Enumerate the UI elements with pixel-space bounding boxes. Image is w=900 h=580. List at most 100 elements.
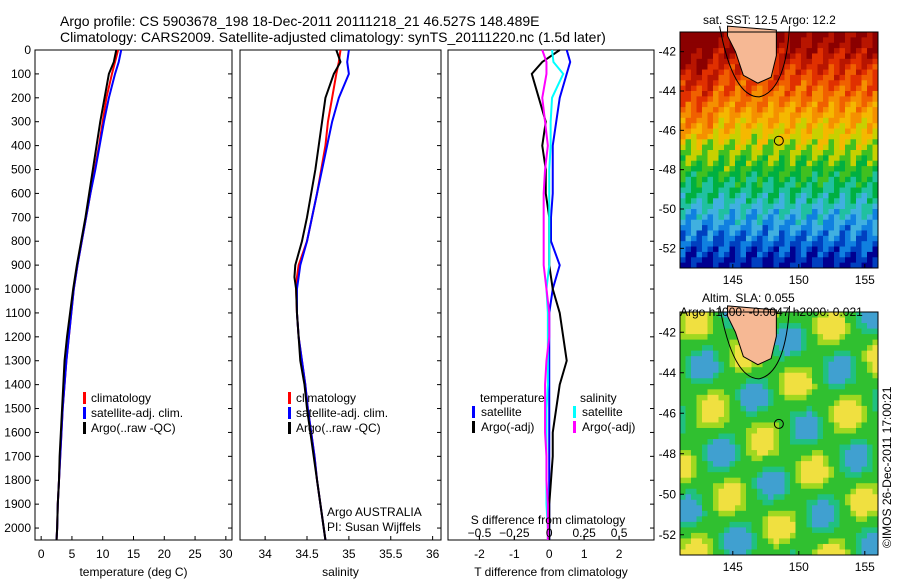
map-cell (729, 411, 736, 418)
map-cell (768, 85, 774, 92)
map-cell (817, 112, 824, 119)
map-cell (856, 150, 862, 156)
map-cell (839, 427, 846, 434)
map-cell (817, 117, 824, 124)
map-cell (696, 241, 703, 248)
map-cell (861, 91, 868, 97)
map-cell (795, 433, 802, 440)
map-cell (751, 160, 758, 167)
series-line-satellite-adj-clim- (295, 49, 350, 541)
map-cell (806, 367, 813, 374)
map-cell (861, 389, 868, 396)
map-cell (872, 383, 879, 390)
map-cell (735, 356, 741, 363)
map-cell (680, 262, 686, 269)
map-cell (740, 549, 747, 556)
map-cell (861, 455, 868, 462)
map-cell (696, 532, 703, 539)
map-cell (850, 187, 857, 194)
map-cell (806, 350, 813, 357)
map-cell (713, 356, 719, 363)
map-cell (828, 450, 835, 457)
map-cell (702, 422, 708, 429)
map-cell (856, 312, 862, 319)
map-cell (740, 74, 747, 81)
map-cell (685, 257, 692, 264)
map-cell (784, 219, 791, 226)
map-cell (795, 345, 802, 352)
map-cell (746, 472, 752, 479)
map-cell (823, 128, 829, 135)
map-cell (828, 499, 835, 506)
map-cell (790, 378, 796, 385)
map-cell (839, 367, 846, 374)
map-cell (762, 494, 769, 501)
map-cell (845, 549, 851, 556)
map-cell (729, 494, 736, 501)
map-cell (839, 241, 846, 248)
map-cell (856, 350, 862, 357)
map-cell (790, 339, 796, 346)
map-cell (850, 439, 857, 446)
map-cell (823, 372, 829, 379)
map-cell (707, 433, 714, 440)
map-cell (795, 133, 802, 140)
map-cell (762, 225, 769, 231)
map-cell (850, 42, 857, 49)
map-cell (828, 171, 835, 178)
map-cell (773, 214, 780, 221)
map-cell (861, 345, 868, 352)
map-cell (812, 241, 818, 248)
map-cell (817, 400, 824, 407)
map-cell (828, 361, 835, 368)
map-cell (729, 91, 736, 97)
map-cell (801, 345, 807, 352)
map-cell (801, 505, 807, 512)
map-cell (839, 433, 846, 440)
map-cell (834, 323, 840, 330)
map-cell (762, 128, 769, 135)
map-cell (790, 527, 796, 534)
sst-map-title: sat. SST: 12.5 Argo: 12.2 (703, 13, 836, 27)
map-cell (867, 328, 873, 335)
map-cell (713, 439, 719, 446)
map-cell (872, 32, 879, 38)
map-cell (762, 483, 769, 490)
map-cell (718, 334, 725, 341)
map-cell (702, 74, 708, 81)
x-tick-label: 0 (546, 547, 553, 561)
map-cell (729, 328, 736, 335)
map-cell (729, 516, 736, 523)
map-cell (707, 383, 714, 390)
map-cell (724, 85, 730, 92)
map-cell (751, 505, 758, 512)
map-cell (845, 422, 851, 429)
map-cell (713, 350, 719, 357)
map-cell (762, 214, 769, 221)
map-cell (702, 155, 708, 162)
map-cell (828, 505, 835, 512)
map-cell (724, 155, 730, 162)
map-cell (823, 80, 829, 87)
map-cell (751, 361, 758, 368)
map-cell (713, 444, 719, 451)
map-cell (696, 405, 703, 412)
map-cell (861, 317, 868, 324)
map-cell (773, 521, 780, 528)
map-cell (729, 510, 736, 517)
map-cell (724, 182, 730, 189)
map-cell (856, 117, 862, 124)
map-cell (845, 219, 851, 226)
map-cell (834, 416, 840, 423)
map-cell (724, 439, 730, 446)
map-cell (707, 328, 714, 335)
map-cell (850, 472, 857, 479)
map-cell (768, 361, 774, 368)
map-cell (828, 58, 835, 65)
map-cell (768, 251, 774, 258)
map-cell (790, 139, 796, 146)
map-cell (801, 64, 807, 71)
map-cell (735, 416, 741, 423)
map-cell (872, 230, 879, 237)
map-cell (773, 166, 780, 172)
